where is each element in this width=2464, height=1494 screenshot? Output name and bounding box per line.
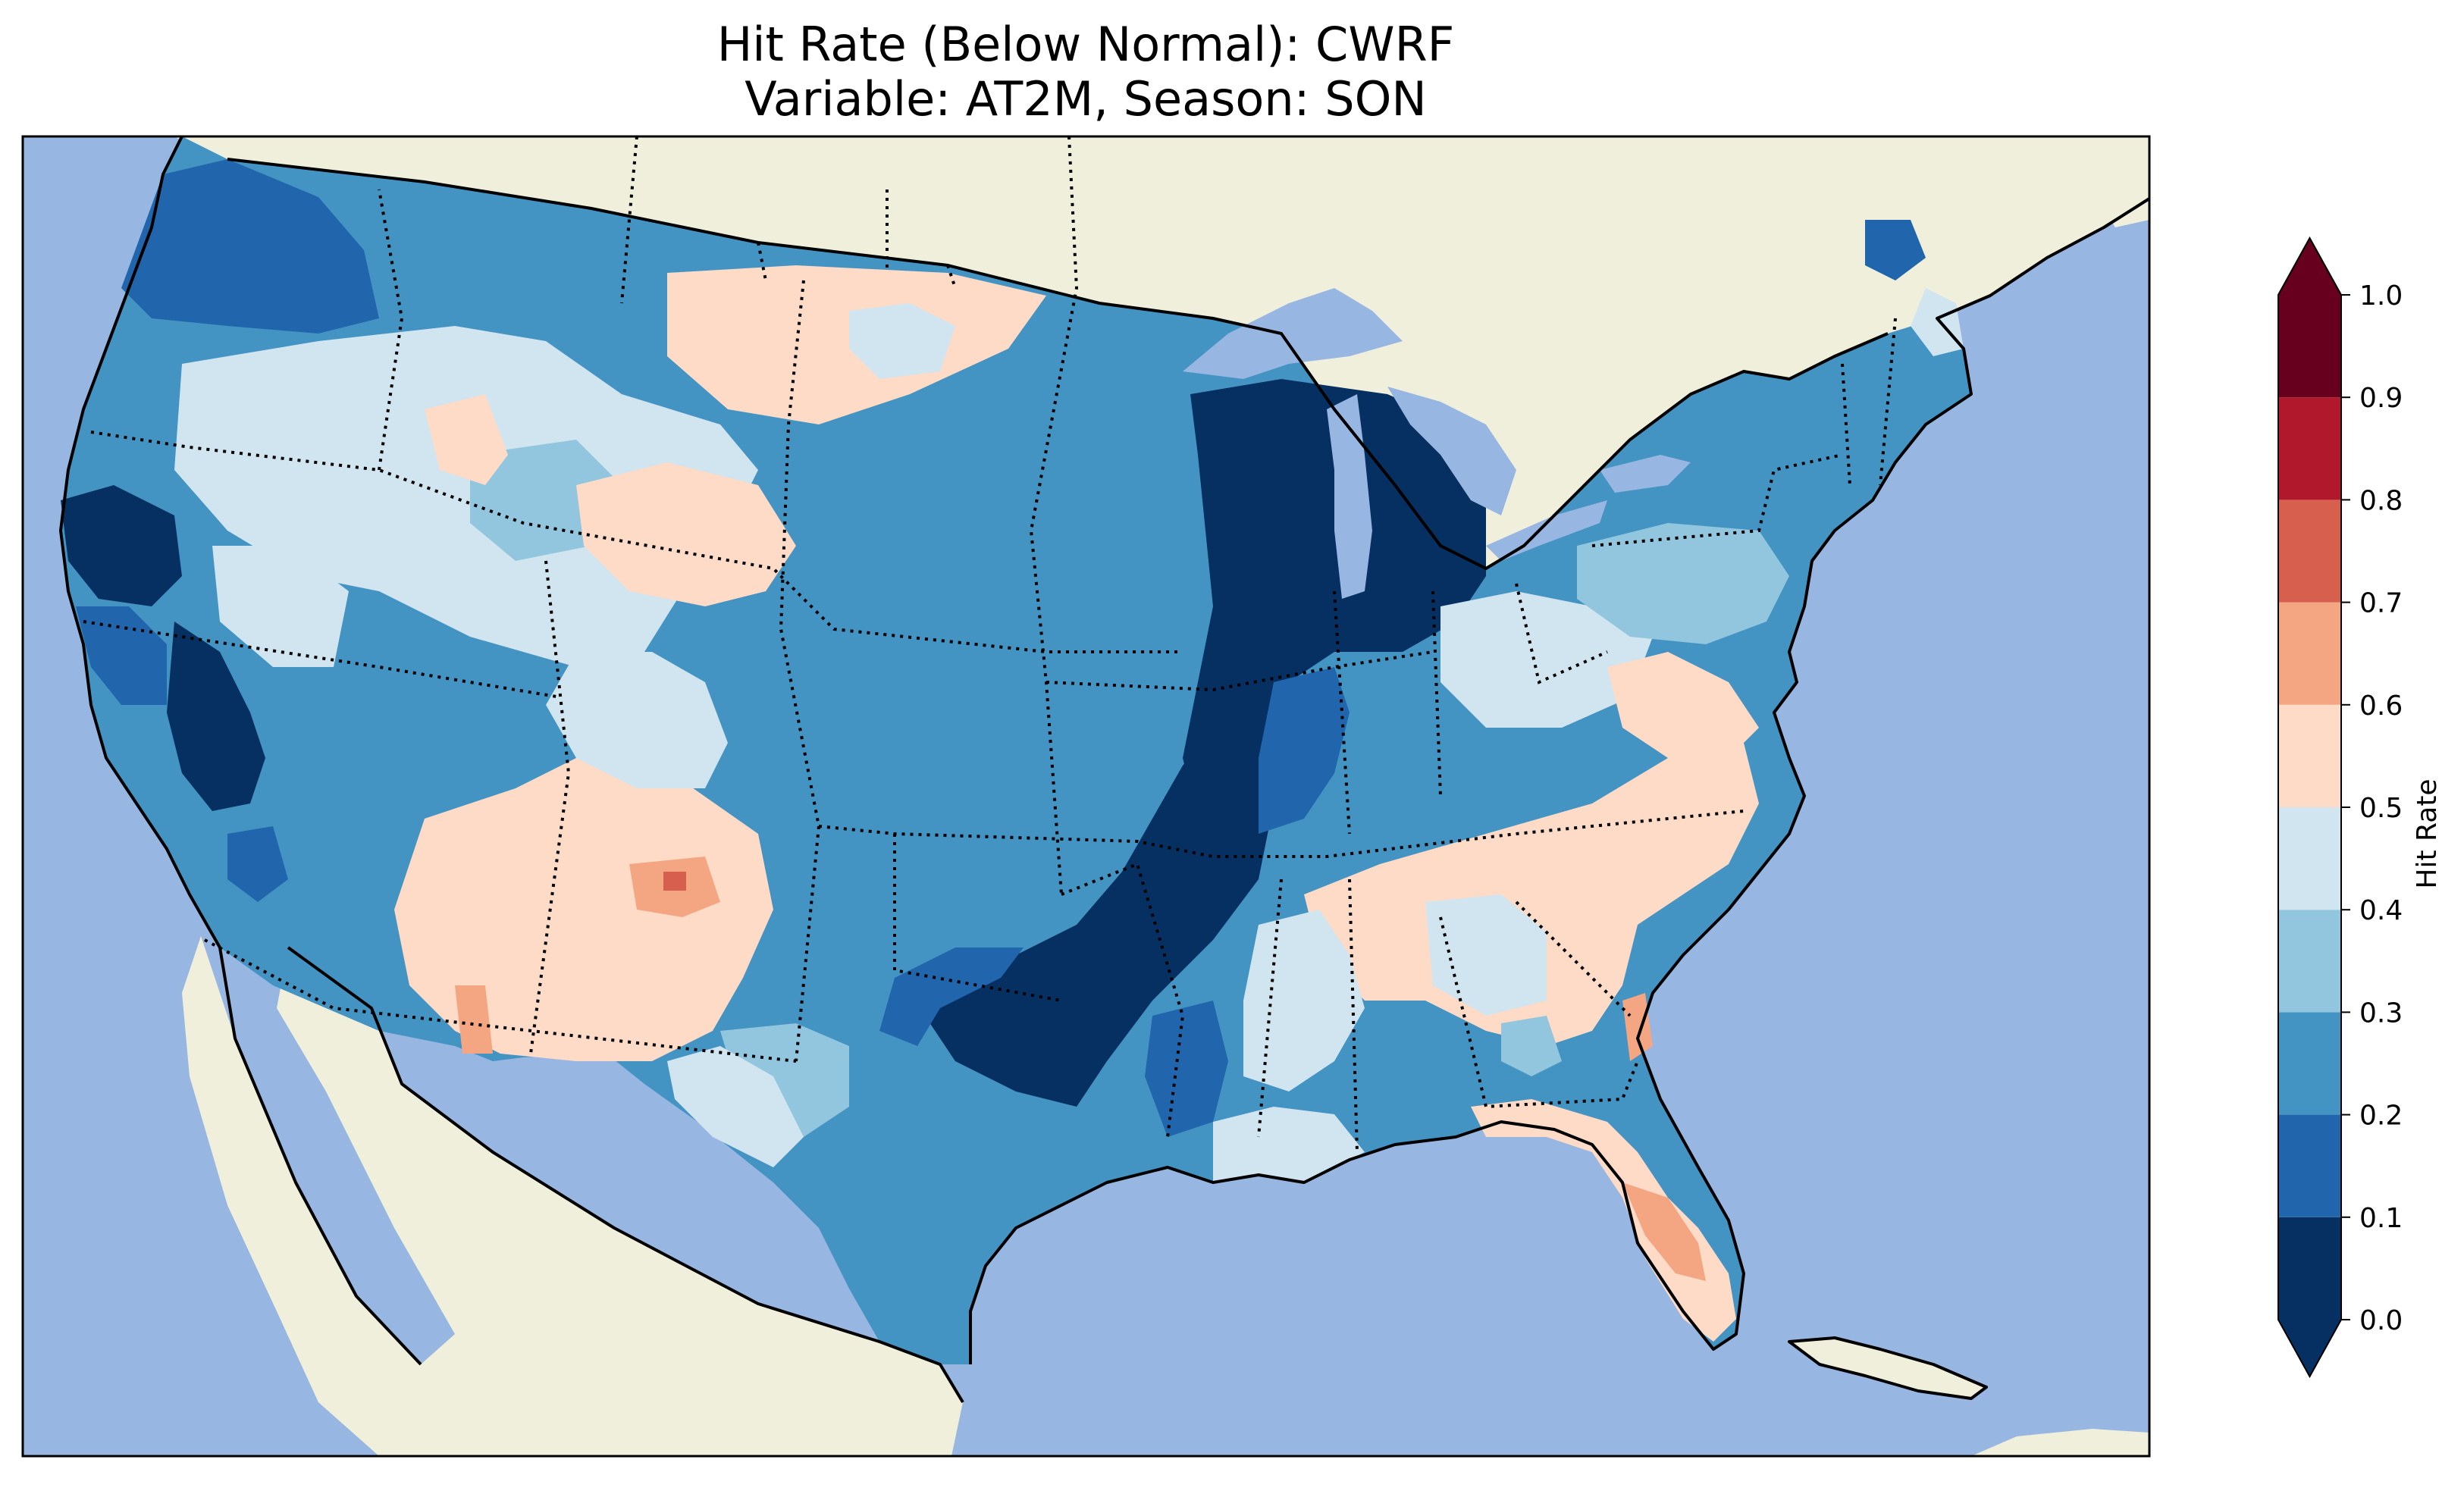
colorbar-tick-label: 0.3 — [2359, 998, 2403, 1029]
colorbar-bin-1 — [2278, 1114, 2341, 1217]
region-wyoming-pink — [576, 462, 796, 606]
lake-huron — [1387, 387, 1516, 515]
colorbar-bin-6 — [2278, 602, 2341, 705]
coastline-mexico-inner — [287, 946, 964, 1404]
region-appalachia-light — [1440, 591, 1653, 728]
region-florida-orange — [1622, 1182, 1706, 1281]
colorbar-ticks: 0.0 0.1 0.2 0.3 0.4 0.5 0.6 0.7 0.8 0.9 1.0 — [2341, 280, 2403, 1336]
region-oregon-darkest — [61, 485, 182, 606]
region-maine-light — [1911, 288, 1964, 356]
lake-ontario — [1600, 455, 1691, 493]
colorbar-bin-2 — [2278, 1012, 2341, 1115]
us-canada-border — [227, 158, 1889, 571]
chart-title-line1: Hit Rate (Below Normal): CWRF — [717, 17, 1455, 72]
colorbar-bin-7 — [2278, 500, 2341, 603]
colorbar-bin-4 — [2278, 807, 2341, 910]
region-four-corners-red — [663, 872, 686, 891]
region-mississippi-darkest — [925, 728, 1274, 1107]
colorbar-tick-label: 1.0 — [2359, 280, 2403, 312]
colorbar-tick-label: 0.2 — [2359, 1101, 2403, 1132]
colorbar-tick-label: 0.5 — [2359, 793, 2403, 824]
colorbar-bin-3 — [2278, 910, 2341, 1013]
colorbar-extend-max — [2278, 238, 2341, 295]
colorbar: 0.0 0.1 0.2 0.3 0.4 0.5 0.6 0.7 0.8 0.9 1.0 Hit Ra… — [2277, 236, 2443, 1379]
colorbar-label: Hit Rate — [2412, 778, 2443, 888]
colorbar-tick-label: 0.8 — [2359, 485, 2403, 516]
colorbar-bin-8 — [2278, 397, 2341, 500]
colorbar-bin-5 — [2278, 704, 2341, 807]
colorbar-tick-label: 0.9 — [2359, 383, 2403, 414]
region-lower-mississippi-dark — [1145, 1001, 1228, 1137]
colorbar-bins — [2277, 236, 2342, 1379]
colorbar-tick-label: 0.6 — [2359, 691, 2403, 722]
great-lakes — [1183, 288, 1691, 599]
region-arizona-orange — [455, 985, 493, 1054]
lake-superior — [1183, 288, 1403, 379]
region-southwest-light — [546, 652, 728, 788]
region-georgia-pale — [1501, 1016, 1562, 1076]
region-gulf-coast-light — [1213, 1107, 1365, 1182]
region-alabama-light — [1425, 894, 1547, 1016]
colorbar-extend-min — [2278, 1320, 2341, 1377]
land-cuba — [1789, 1338, 1986, 1398]
coastlines — [59, 136, 2149, 1404]
map-frame — [21, 135, 2151, 1458]
land-mexico — [182, 936, 963, 1456]
coastline-cuba — [1788, 1336, 1988, 1400]
chart-title-line2: Variable: AT2M, Season: SON — [745, 71, 1427, 127]
colorbar-bin-9 — [2278, 295, 2341, 398]
lake-erie — [1486, 500, 1607, 561]
region-maine-dark — [1865, 220, 1926, 280]
region-northeast-pale — [1577, 523, 1789, 644]
land-canada — [174, 136, 2149, 568]
land-newfoundland — [2093, 167, 2149, 227]
coastline-west — [59, 136, 422, 1366]
colorbar-tick-label: 0.1 — [2359, 1203, 2403, 1234]
region-ca-south-dark — [227, 826, 288, 902]
region-southeast-pink — [1304, 743, 1759, 1046]
region-midwest-darkest — [1183, 379, 1486, 819]
region-nd-light — [849, 303, 955, 379]
region-florida-pink — [1471, 1099, 1736, 1342]
lake-michigan — [1327, 394, 1372, 599]
region-virginia-pink — [1607, 652, 1759, 758]
region-oklahoma-dark — [879, 947, 1024, 1046]
region-montana-pink — [425, 394, 508, 485]
map-panel — [23, 136, 2149, 1456]
colorbar-tick-label: 0.0 — [2359, 1305, 2403, 1336]
region-northwest-light — [174, 326, 758, 667]
region-west-texas-light — [667, 1046, 804, 1167]
region-pacific-nw-dark — [121, 159, 379, 334]
hit-rate-regions — [61, 159, 1964, 1342]
state-borders — [83, 136, 1897, 1153]
colorbar-bin-0 — [2278, 1217, 2341, 1320]
region-carolina-orange — [1622, 993, 1653, 1061]
colorbar-tick-label: 0.7 — [2359, 588, 2403, 619]
land-south-america — [1971, 1429, 2149, 1456]
colorbar-tick-label: 0.4 — [2359, 895, 2403, 926]
region-california-darkest — [167, 622, 265, 811]
coastline-gulf — [969, 197, 2149, 1364]
region-nevada-light — [212, 546, 349, 667]
region-southwest-pink — [394, 758, 773, 1061]
region-ozarks-dark — [1259, 667, 1350, 834]
